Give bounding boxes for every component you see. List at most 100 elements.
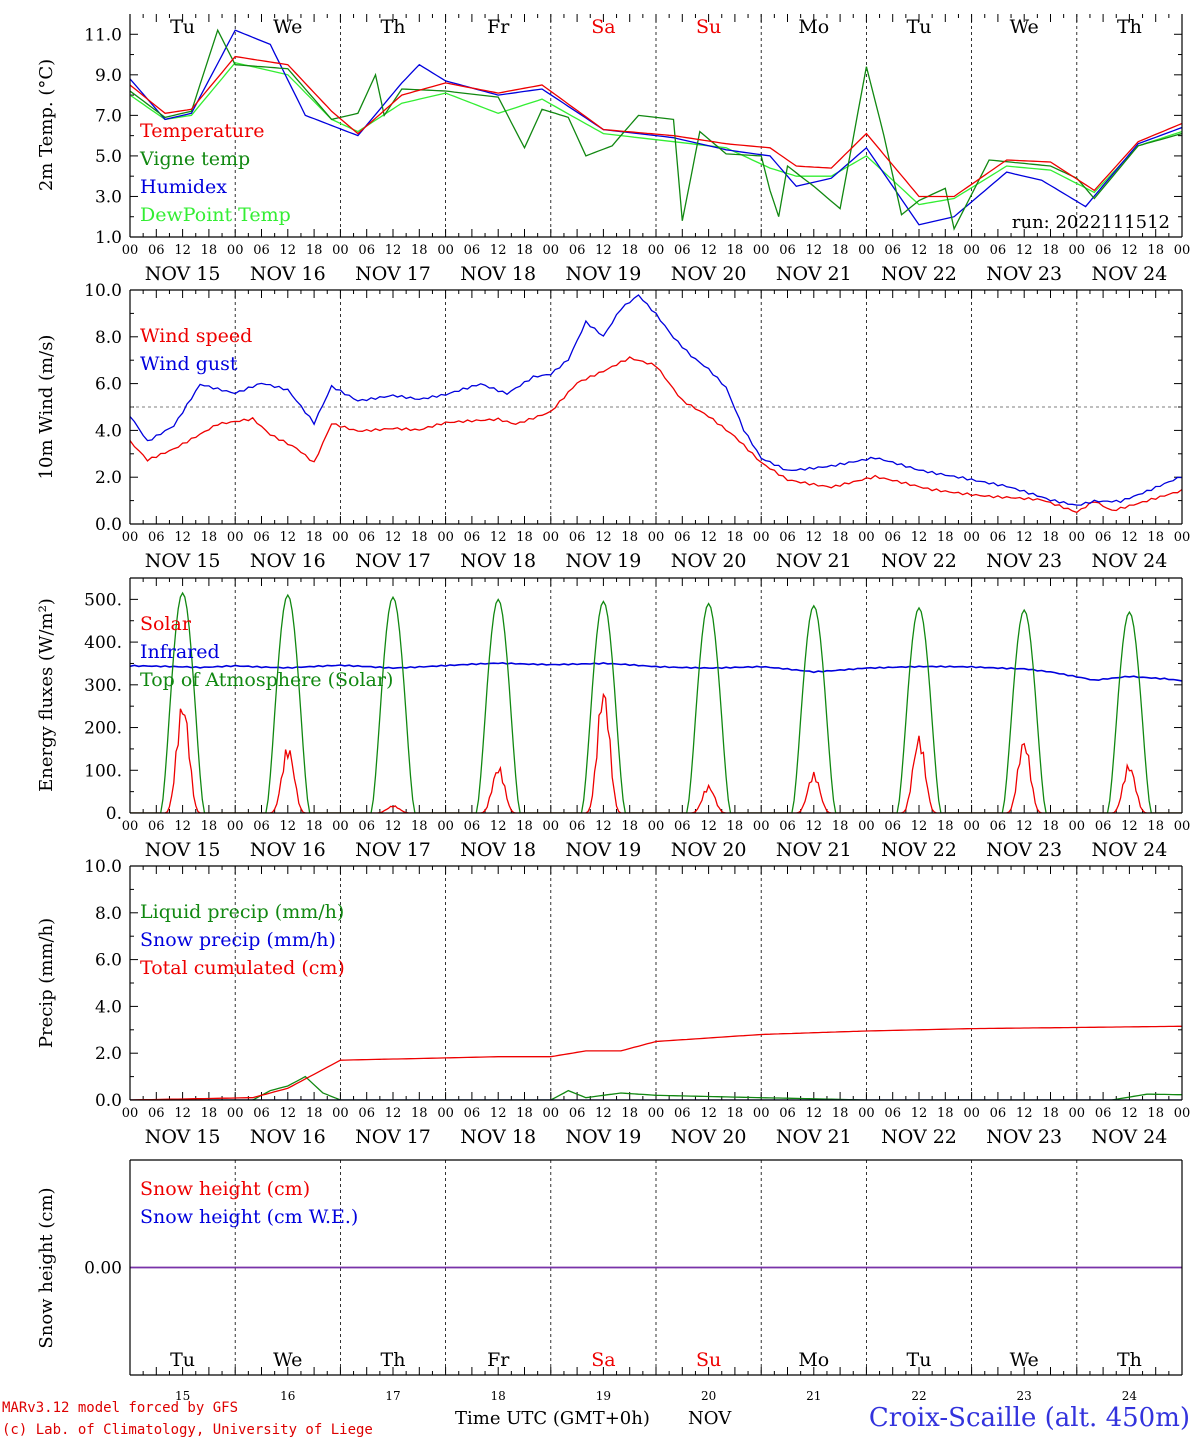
hour-label: 12 (806, 819, 823, 834)
footer: MARv3.12 model forced by GFS (c) Lab. of… (2, 1400, 1190, 1438)
hour-label: 00 (963, 530, 980, 545)
hour-label: 18 (727, 530, 744, 545)
series-group (130, 591, 1182, 813)
date-label: NOV 21 (776, 839, 852, 861)
hour-label: 12 (700, 1106, 717, 1121)
hour-label: 06 (253, 819, 270, 834)
hour-label: 18 (411, 819, 428, 834)
date-label: NOV 22 (881, 550, 957, 572)
day-name-bottom: Fr (487, 1349, 510, 1371)
hour-label: 12 (1016, 1106, 1033, 1121)
day-number: 23 (1017, 1389, 1032, 1403)
hour-label: 00 (332, 1106, 349, 1121)
date-label: NOV 20 (671, 839, 747, 861)
hour-label: 06 (884, 530, 901, 545)
date-label: NOV 17 (355, 263, 431, 285)
hour-label: 12 (1121, 819, 1138, 834)
hour-label: 18 (621, 1106, 638, 1121)
day-name-bottom: Th (381, 1349, 406, 1371)
hour-label: 00 (122, 819, 139, 834)
hour-label: 00 (543, 819, 560, 834)
run-annotation: run: 2022111512 (1012, 212, 1170, 233)
day-name: Sa (591, 16, 615, 38)
panel-2: 0.0 2.0 4.0 6.0 8.0 10.0 10m Wind (m/s) Wind sp… (36, 281, 1191, 572)
panel-1: 1.0 3.0 5.0 7.0 9.0 11.0 2m Temp. (°C) Temperat… (36, 14, 1190, 285)
hour-label: 06 (148, 819, 165, 834)
hour-label: 00 (437, 819, 454, 834)
hour-label: 00 (437, 243, 454, 258)
hour-label: 06 (148, 530, 165, 545)
hour-label: 12 (280, 819, 297, 834)
series-line-temperature (130, 55, 1182, 198)
y-tick-label: 100. (84, 761, 122, 781)
hour-label: 12 (280, 1106, 297, 1121)
hour-label: 00 (227, 243, 244, 258)
hour-label: 18 (937, 530, 954, 545)
hour-label: 00 (753, 819, 770, 834)
series-line-top-of-atmosphere-solar- (130, 591, 1182, 813)
date-label: NOV 19 (565, 550, 641, 572)
hour-label: 18 (1042, 1106, 1059, 1121)
y-tick-label: 6.0 (95, 951, 122, 971)
date-label: NOV 15 (145, 263, 221, 285)
hour-label: 00 (332, 819, 349, 834)
hour-label: 12 (595, 243, 612, 258)
hour-label: 12 (1016, 243, 1033, 258)
hour-label: 00 (963, 819, 980, 834)
y-tick-label: 400. (84, 633, 122, 653)
hour-label: 06 (674, 819, 691, 834)
hour-label: 18 (1147, 1106, 1164, 1121)
y-tick-label: 0.0 (95, 1091, 122, 1111)
y-tick-label: 500. (84, 590, 122, 610)
hour-label: 18 (727, 1106, 744, 1121)
hour-label: 00 (753, 530, 770, 545)
hour-label: 06 (990, 1106, 1007, 1121)
hour-label: 12 (174, 1106, 191, 1121)
hour-label: 12 (911, 819, 928, 834)
day-name: Fr (487, 16, 510, 38)
hour-label: 18 (621, 819, 638, 834)
legend-entry: Snow height (cm W.E.) (140, 1206, 358, 1228)
hour-label: 00 (437, 1106, 454, 1121)
hour-label: 18 (937, 1106, 954, 1121)
hour-label: 06 (253, 530, 270, 545)
hour-label: 18 (411, 243, 428, 258)
hour-label: 12 (1016, 530, 1033, 545)
hour-label: 12 (174, 243, 191, 258)
series-line-vigne-temp (130, 28, 1182, 231)
hour-label: 00 (753, 243, 770, 258)
legend-entry: Top of Atmosphere (Solar) (140, 669, 393, 691)
hour-label: 18 (201, 1106, 218, 1121)
y-tick-label: 4.0 (95, 421, 122, 441)
date-label: NOV 23 (986, 1126, 1062, 1148)
hour-label: 06 (1095, 530, 1112, 545)
hour-label: 00 (648, 243, 665, 258)
date-label: NOV 17 (355, 550, 431, 572)
hour-label: 18 (306, 819, 323, 834)
y-tick-label: 8.0 (95, 904, 122, 924)
date-label: NOV 19 (565, 839, 641, 861)
hour-label: 12 (1121, 243, 1138, 258)
date-label: NOV 18 (460, 1126, 536, 1148)
hour-label: 06 (779, 530, 796, 545)
hour-label: 18 (516, 1106, 533, 1121)
day-name: Su (696, 16, 721, 38)
hour-label: 18 (937, 819, 954, 834)
hour-label: 00 (1174, 530, 1191, 545)
day-number: 22 (911, 1389, 926, 1403)
date-label: NOV 24 (1091, 550, 1167, 572)
hour-label: 12 (1121, 1106, 1138, 1121)
hour-label: 12 (700, 530, 717, 545)
hour-label: 06 (358, 819, 375, 834)
legend-entry: Total cumulated (cm) (140, 957, 345, 979)
date-label: NOV 16 (250, 1126, 326, 1148)
date-label: NOV 21 (776, 550, 852, 572)
hour-label: 00 (1069, 1106, 1086, 1121)
hour-label: 06 (884, 243, 901, 258)
hour-label: 00 (858, 1106, 875, 1121)
hour-label: 06 (569, 243, 586, 258)
y-axis-label: 2m Temp. (°C) (36, 59, 57, 191)
hour-label: 18 (832, 530, 849, 545)
day-name: Th (381, 16, 406, 38)
date-label: NOV 24 (1091, 263, 1167, 285)
